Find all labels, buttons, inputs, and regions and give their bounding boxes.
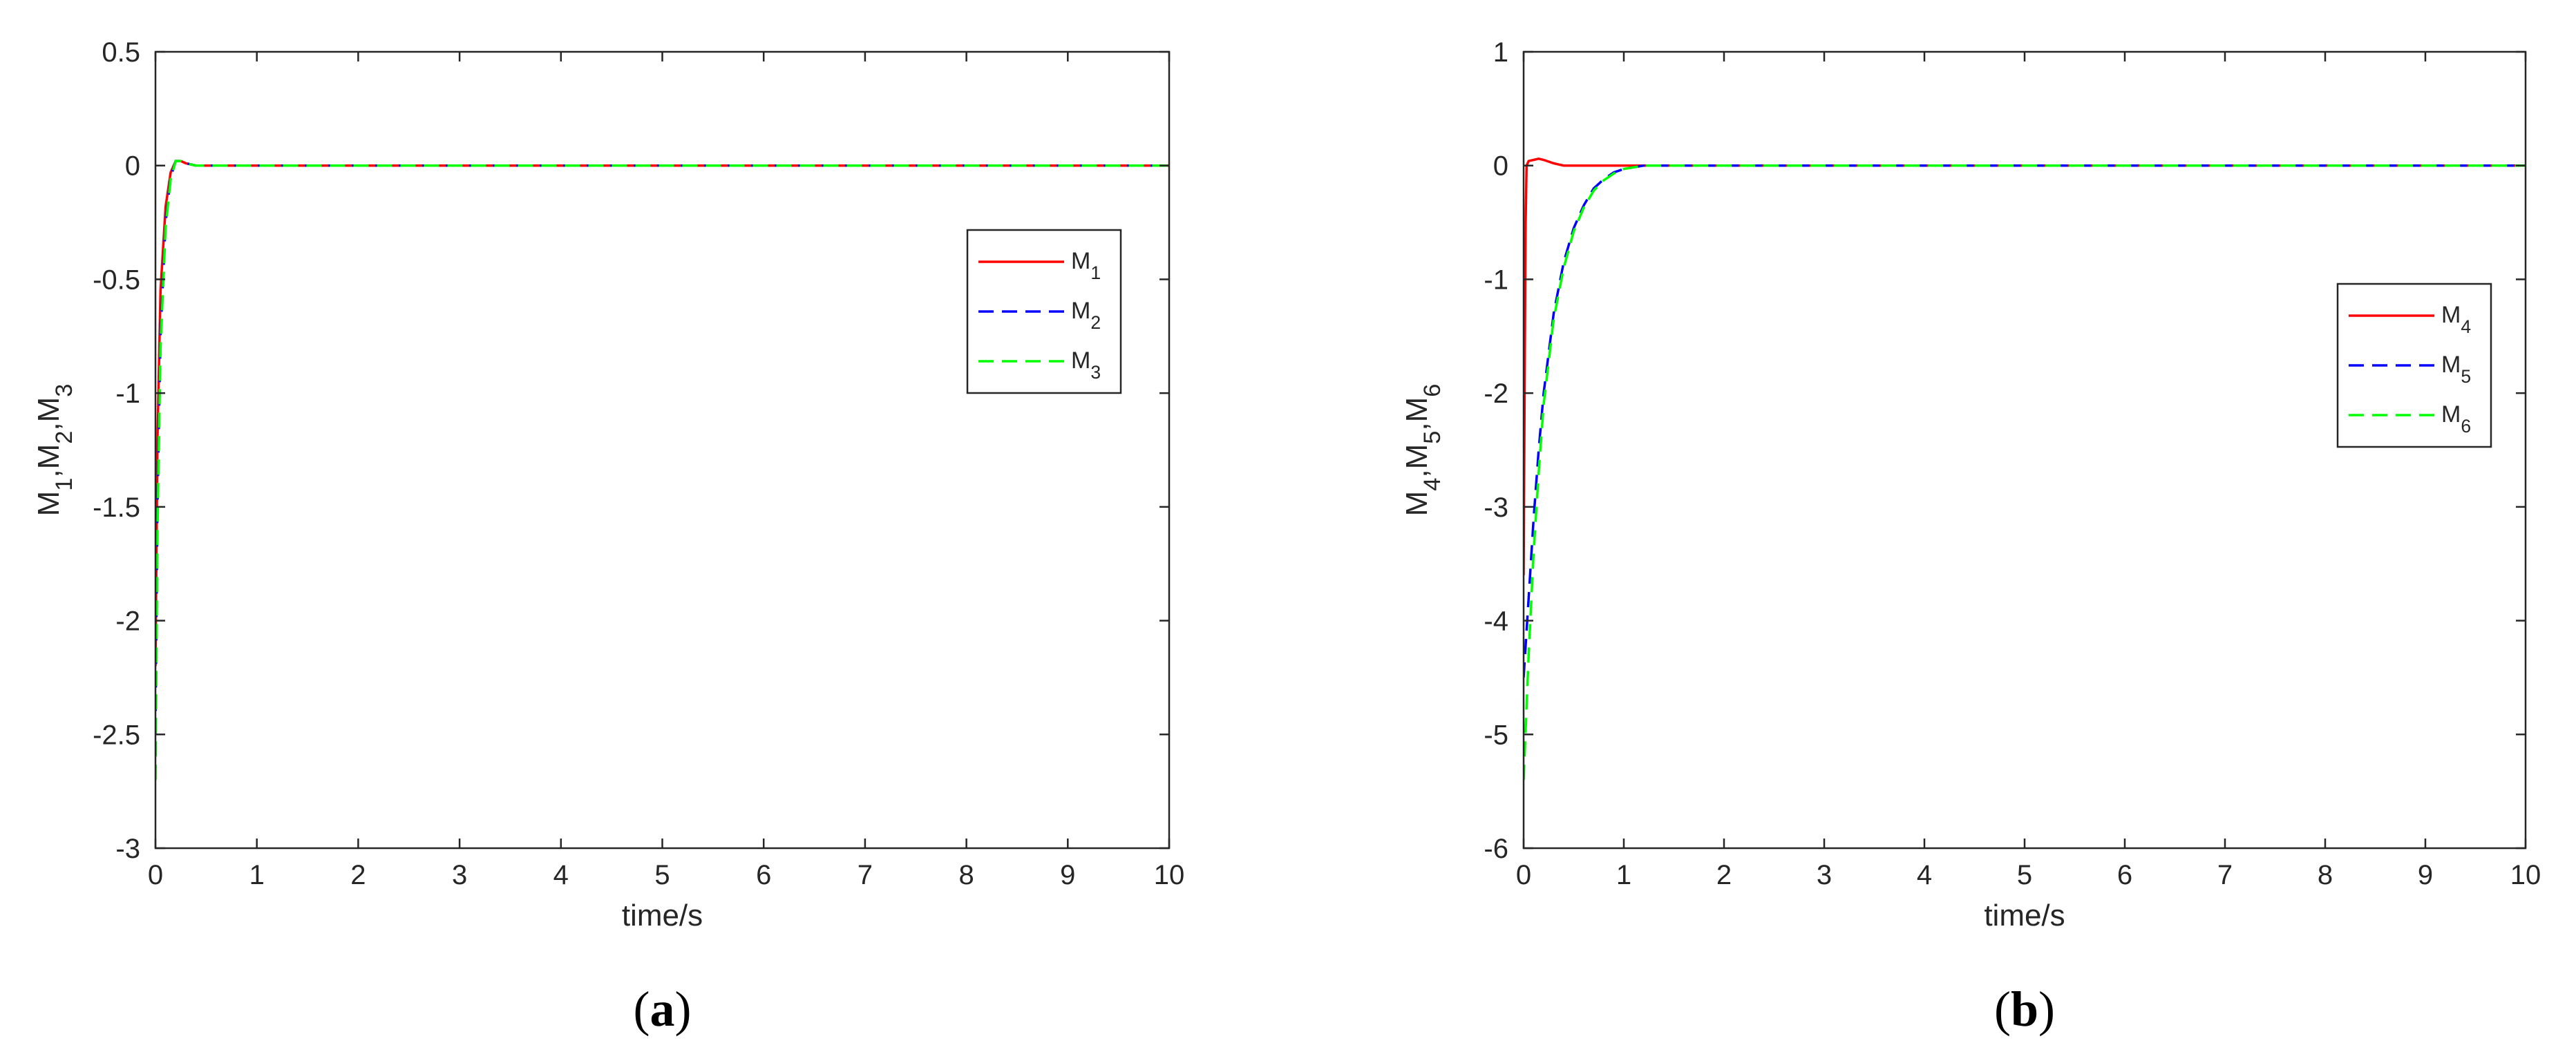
x-tick-label: 4 <box>1917 860 1932 890</box>
panel-a-label: (a) <box>633 981 692 1037</box>
x-tick-label: 10 <box>2510 860 2541 890</box>
legend-entry-label: M4 <box>2441 302 2471 337</box>
x-tick-label: 2 <box>350 860 366 890</box>
y-tick-label: -1.5 <box>93 492 140 523</box>
y-tick-label: -6 <box>1484 834 1508 864</box>
x-tick-label: 7 <box>2217 860 2233 890</box>
x-tick-label: 5 <box>2017 860 2032 890</box>
chart-panel-a: 0 1 2 3 4 5 6 7 8 9 10 0.5 0 -0.5 -1 -1.5 -2 -2.5 -3 time/s… <box>32 37 1184 932</box>
series-line-m4 <box>1524 157 2526 575</box>
y-tick-label: -1 <box>115 379 140 409</box>
y-tick-label: 1 <box>1493 37 1508 68</box>
y-tick-label: -3 <box>115 834 140 864</box>
x-axis-label: time/s <box>622 899 703 932</box>
x-tick-label: 5 <box>654 860 670 890</box>
x-tick-label: 8 <box>2318 860 2333 890</box>
y-tick-label: -1 <box>1484 265 1508 295</box>
y-tick-label: 0.5 <box>102 37 140 68</box>
plot-area <box>155 52 1169 848</box>
y-tick-label: -4 <box>1484 606 1508 637</box>
panel-b-label: (b) <box>1993 981 2056 1037</box>
x-tick-label: 0 <box>1516 860 1531 890</box>
x-tick-label: 3 <box>1817 860 1832 890</box>
x-tick-label: 0 <box>148 860 163 890</box>
y-tick-label: -5 <box>1484 720 1508 750</box>
x-tick-label: 3 <box>452 860 467 890</box>
y-tick-label: -2.5 <box>93 720 140 750</box>
series-line-m6 <box>1524 164 2526 781</box>
legend-entry-label: M5 <box>2441 352 2471 387</box>
legend: M4 M5 M6 <box>2336 282 2492 448</box>
x-tick-label: 7 <box>858 860 873 890</box>
x-tick-label: 2 <box>1716 860 1732 890</box>
x-tick-label: 1 <box>249 860 265 890</box>
legend: M1 M2 M3 <box>966 229 1122 394</box>
x-tick-label: 9 <box>1060 860 1075 890</box>
legend-entry-label: M2 <box>1071 298 1101 333</box>
plot-area <box>1524 52 2526 848</box>
series-line-m3 <box>155 160 1169 781</box>
chart-panel-b: 0 1 2 3 4 5 6 7 8 9 1010-1-2-3-4-5-6time/sM4,M5,M6… <box>1400 37 2541 932</box>
y-axis-label: M4,M5,M6 <box>1400 384 1446 517</box>
x-tick-label: 8 <box>958 860 974 890</box>
y-tick-label: -2 <box>1484 379 1508 409</box>
x-tick-label: 9 <box>2418 860 2433 890</box>
x-tick-label: 4 <box>553 860 569 890</box>
legend-entry-label: M6 <box>2441 401 2471 437</box>
x-tick-label: 10 <box>1154 860 1185 890</box>
x-tick-label: 6 <box>2117 860 2132 890</box>
series-group <box>1524 157 2526 781</box>
x-tick-label: 1 <box>1616 860 1631 890</box>
x-axis-label: time/s <box>1984 899 2065 932</box>
legend-entry-label: M3 <box>1071 347 1101 383</box>
series-group <box>155 160 1169 781</box>
x-tick-label: 6 <box>756 860 771 890</box>
y-tick-label: 0 <box>1493 151 1508 182</box>
y-axis-label: M1,M2,M3 <box>32 384 77 517</box>
y-tick-label: -0.5 <box>93 265 140 295</box>
legend-entry-label: M1 <box>1071 248 1101 283</box>
y-tick-label: 0 <box>125 151 140 182</box>
y-tick-label: -2 <box>115 606 140 637</box>
y-tick-label: -3 <box>1484 492 1508 523</box>
